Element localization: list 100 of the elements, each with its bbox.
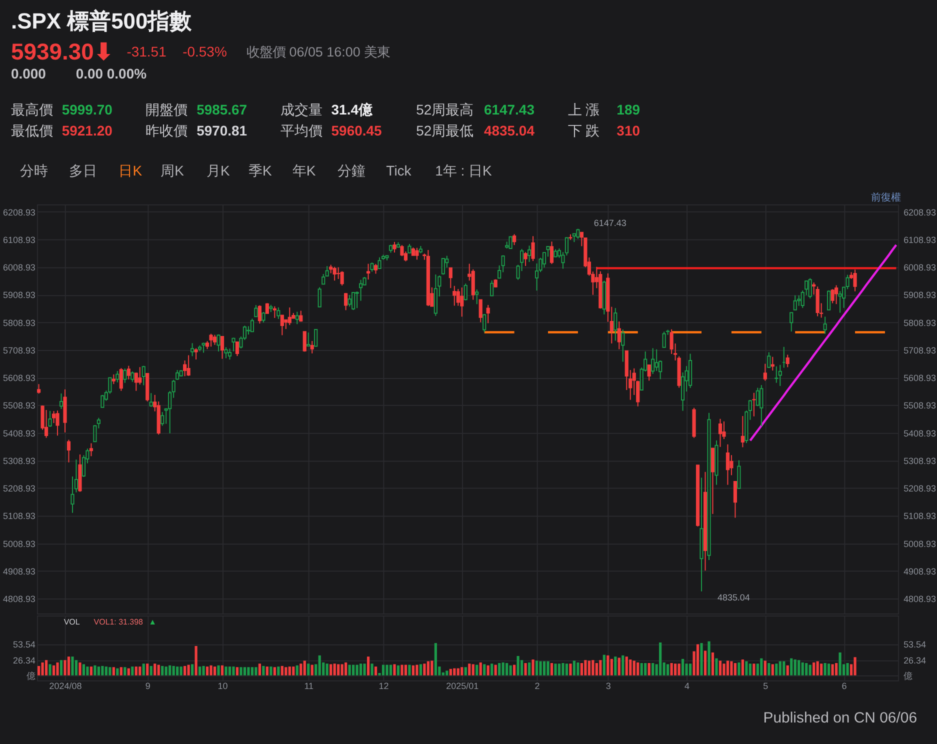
bar — [453, 668, 456, 676]
candlestick — [126, 365, 130, 380]
bar — [168, 665, 172, 676]
y-tick-label: 5608.93 — [3, 373, 36, 384]
bar — [610, 658, 613, 676]
y2-tick-label: 4808.93 — [904, 594, 936, 604]
bar — [486, 665, 490, 676]
bar — [816, 661, 819, 676]
text: -31.51 — [126, 44, 167, 60]
bar — [824, 663, 826, 676]
annotation: VOL — [64, 617, 80, 626]
bar — [644, 663, 647, 676]
bar — [386, 664, 388, 676]
bar — [184, 666, 186, 676]
y-tick-label: 5408.93 — [3, 428, 36, 438]
bar — [798, 660, 800, 676]
candlestick — [486, 304, 490, 324]
bar — [464, 667, 467, 676]
bar — [86, 666, 89, 676]
text: 月K — [206, 162, 231, 178]
text: 前復權 — [871, 191, 902, 204]
bar — [310, 664, 314, 676]
bar — [48, 664, 52, 676]
y2-tick-label: 5208.93 — [904, 484, 936, 494]
text: 52周最高 — [416, 102, 474, 118]
candlestick — [823, 316, 827, 334]
candlestick — [651, 348, 655, 374]
text: 0.00 0.00% — [76, 66, 148, 82]
candlestick — [254, 304, 258, 318]
bar — [97, 666, 100, 676]
candlestick — [202, 342, 206, 354]
x-tick-label: 5 — [763, 680, 768, 691]
bar — [131, 666, 134, 676]
text: 6147.43 — [484, 102, 535, 118]
candlestick — [797, 294, 801, 306]
bar — [738, 662, 740, 676]
bar — [370, 664, 374, 676]
bar — [456, 668, 460, 676]
candlestick — [767, 352, 771, 368]
bar — [217, 665, 220, 676]
candlestick — [265, 302, 269, 314]
candlestick — [116, 370, 120, 383]
bar — [344, 662, 348, 676]
bar — [412, 665, 415, 676]
candlestick — [314, 329, 318, 347]
candlestick — [834, 284, 838, 305]
text: 成交量 — [280, 102, 322, 118]
bar — [490, 664, 494, 676]
candlestick — [838, 290, 842, 314]
bar — [206, 666, 209, 676]
candlestick — [276, 306, 280, 320]
x-tick-label: 12 — [378, 680, 389, 691]
candlestick — [325, 266, 329, 276]
bar — [483, 664, 486, 676]
candlestick — [224, 346, 228, 359]
bar — [764, 660, 766, 676]
bar — [786, 665, 789, 676]
candlestick — [542, 252, 546, 268]
bar — [820, 664, 823, 676]
text: .SPX 標普500指數 — [10, 8, 193, 34]
candlestick — [306, 332, 310, 347]
bar — [681, 658, 684, 676]
candlestick — [36, 384, 41, 394]
y-tick-label: 6008.93 — [3, 262, 36, 273]
text: 5999.70 — [62, 102, 113, 118]
y-tick-label: 4808.93 — [3, 594, 36, 604]
y2-tick-label: 5508.93 — [904, 400, 936, 411]
bar — [715, 658, 718, 676]
text: Published on CN 06/06 — [763, 709, 918, 726]
candlestick — [378, 256, 382, 269]
bar — [146, 664, 149, 676]
candlestick — [662, 331, 666, 348]
candlestick — [258, 304, 262, 324]
bar — [595, 663, 598, 676]
bar — [539, 661, 542, 676]
y2-tick-label: 5608.93 — [904, 373, 936, 384]
text: 5939.30⬇ — [10, 38, 113, 65]
bar — [37, 666, 40, 676]
bar — [382, 664, 385, 676]
y-tick-label: 5208.93 — [3, 484, 36, 494]
bar — [71, 656, 74, 676]
candlestick — [448, 267, 452, 289]
candlestick — [853, 269, 857, 292]
bar — [808, 664, 812, 676]
text: 季K — [248, 162, 272, 178]
candlestick — [752, 392, 756, 417]
candlestick — [760, 384, 764, 427]
bar — [670, 663, 673, 676]
candlestick — [808, 278, 812, 299]
text: 0.000 — [10, 66, 46, 82]
candlestick — [149, 392, 153, 408]
candlestick — [228, 348, 232, 360]
bar — [277, 666, 280, 676]
candlestick — [235, 341, 240, 357]
bar — [104, 666, 108, 676]
candlestick — [89, 442, 94, 457]
bar — [187, 664, 190, 676]
bar — [270, 666, 272, 676]
bar — [476, 664, 478, 676]
text: 分時 — [20, 162, 48, 178]
